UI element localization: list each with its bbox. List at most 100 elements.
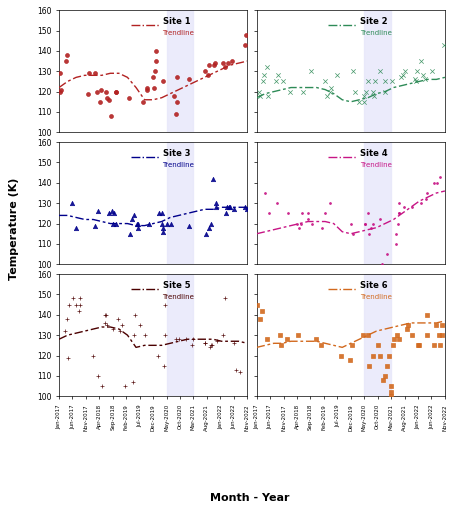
Point	[173, 335, 180, 343]
Point	[115, 315, 122, 323]
Point	[395, 219, 402, 228]
Point	[429, 67, 436, 75]
Point	[361, 219, 369, 228]
Point	[92, 69, 99, 77]
Point	[231, 205, 238, 213]
Point	[222, 209, 229, 217]
Point	[256, 87, 263, 96]
Point	[131, 311, 138, 319]
Point	[272, 77, 279, 85]
Point	[283, 335, 291, 343]
Point	[381, 77, 388, 85]
Point	[205, 224, 212, 232]
Point	[118, 321, 126, 329]
Point	[149, 73, 156, 81]
Point	[274, 71, 281, 79]
Point	[112, 87, 119, 96]
Point	[201, 339, 208, 347]
Point	[134, 219, 142, 228]
Point	[186, 221, 193, 230]
Point	[202, 67, 209, 75]
Point	[392, 240, 400, 248]
Point	[348, 341, 355, 350]
Point	[263, 63, 271, 71]
Point	[102, 87, 109, 96]
Point	[73, 224, 80, 232]
Point	[113, 87, 120, 96]
Point	[351, 87, 359, 96]
Point	[159, 77, 167, 85]
Point	[106, 209, 113, 217]
Point	[221, 63, 228, 71]
Point	[395, 209, 403, 217]
Point	[205, 61, 212, 69]
Point	[347, 219, 355, 228]
Point	[393, 230, 400, 238]
Point	[182, 335, 189, 343]
Point	[103, 311, 110, 319]
Point	[408, 203, 415, 211]
Point	[383, 250, 390, 258]
Point	[308, 219, 315, 228]
Bar	[364, 10, 391, 133]
Point	[122, 382, 129, 390]
Point	[396, 335, 403, 343]
Point	[244, 205, 251, 213]
Point	[383, 362, 390, 370]
Point	[202, 230, 210, 238]
Point	[143, 83, 151, 91]
Text: Site 3: Site 3	[163, 149, 190, 158]
Point	[236, 368, 243, 376]
Point	[262, 189, 269, 197]
Point	[134, 224, 142, 232]
Point	[84, 89, 92, 98]
Point	[226, 203, 233, 211]
Point	[397, 73, 405, 81]
Point	[242, 41, 249, 49]
Point	[110, 209, 118, 217]
Text: Trendline: Trendline	[163, 29, 194, 36]
Point	[415, 341, 423, 350]
Point	[221, 295, 228, 303]
Point	[95, 207, 102, 215]
Point	[380, 376, 387, 384]
Point	[173, 110, 180, 118]
Text: Trendline: Trendline	[163, 294, 194, 300]
Point	[117, 327, 124, 335]
Point	[106, 96, 113, 104]
Point	[155, 209, 162, 217]
Point	[243, 30, 250, 39]
Point	[323, 91, 331, 100]
Point	[69, 295, 77, 303]
Point	[370, 87, 377, 96]
Point	[62, 57, 69, 65]
Point	[158, 209, 166, 217]
Point	[109, 219, 116, 228]
Point	[56, 87, 64, 96]
Point	[388, 77, 395, 85]
Point	[56, 69, 64, 77]
Point	[228, 57, 235, 65]
Point	[190, 335, 197, 343]
Point	[355, 98, 362, 106]
Point	[366, 362, 373, 370]
Point	[96, 98, 103, 106]
Point	[299, 87, 306, 96]
Point	[64, 315, 71, 323]
Point	[296, 224, 303, 232]
Point	[375, 341, 382, 350]
Point	[104, 93, 111, 102]
Point	[151, 67, 158, 75]
Point	[176, 335, 183, 343]
Text: Month - Year: Month - Year	[210, 493, 290, 503]
Point	[327, 83, 334, 91]
Point	[241, 203, 248, 211]
Point	[298, 209, 306, 217]
Point	[436, 331, 443, 339]
Point	[402, 67, 409, 75]
Point	[432, 321, 439, 329]
Point	[422, 195, 429, 203]
Point	[387, 388, 395, 396]
Point	[388, 382, 395, 390]
Point	[350, 230, 357, 238]
